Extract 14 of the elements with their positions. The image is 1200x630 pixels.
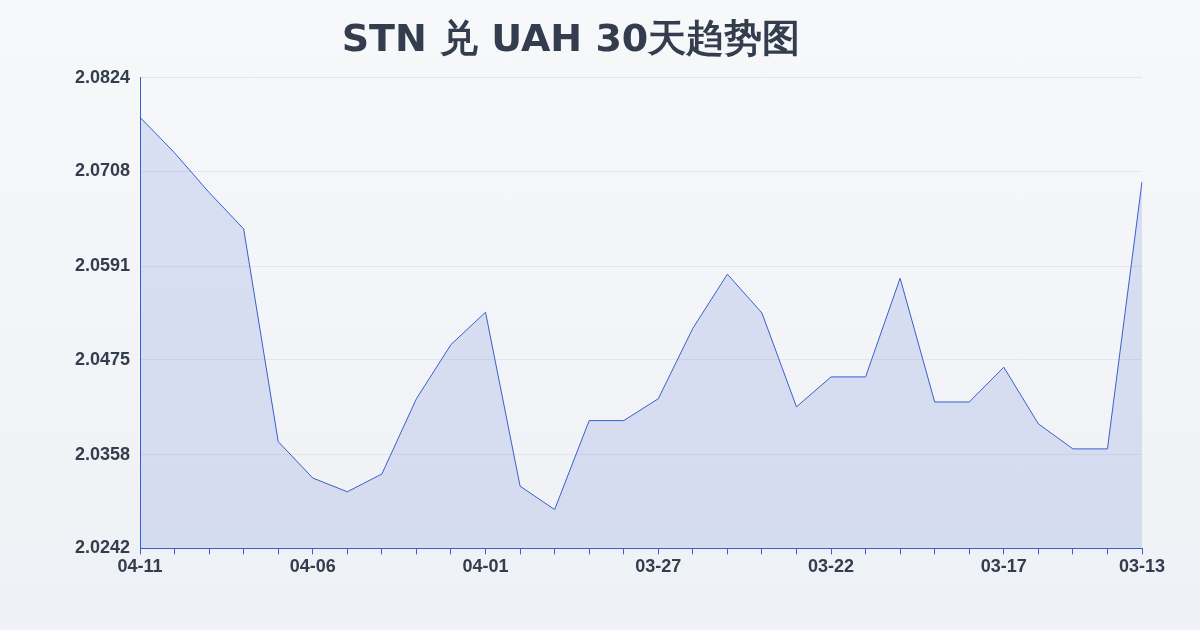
x-tick-label: 04-11: [117, 556, 163, 577]
y-tick-label: 2.0475: [74, 348, 130, 369]
x-tick-label: 03-17: [980, 556, 1027, 577]
chart-title: STN 兑 UAH 30天趋势图: [341, 15, 801, 60]
y-tick-label: 2.0708: [74, 160, 130, 181]
x-tick-label: 04-01: [462, 556, 509, 577]
x-tick-label: 04-06: [289, 556, 336, 577]
y-tick-label: 2.0242: [74, 537, 130, 558]
y-tick-label: 2.0824: [74, 66, 130, 87]
y-tick-label: 2.0591: [74, 255, 130, 276]
x-tick-label: 03-27: [635, 556, 682, 577]
y-tick-label: 2.0358: [74, 443, 130, 464]
x-tick-label: 03-13: [1118, 556, 1166, 577]
x-tick-label: 03-22: [808, 556, 855, 577]
